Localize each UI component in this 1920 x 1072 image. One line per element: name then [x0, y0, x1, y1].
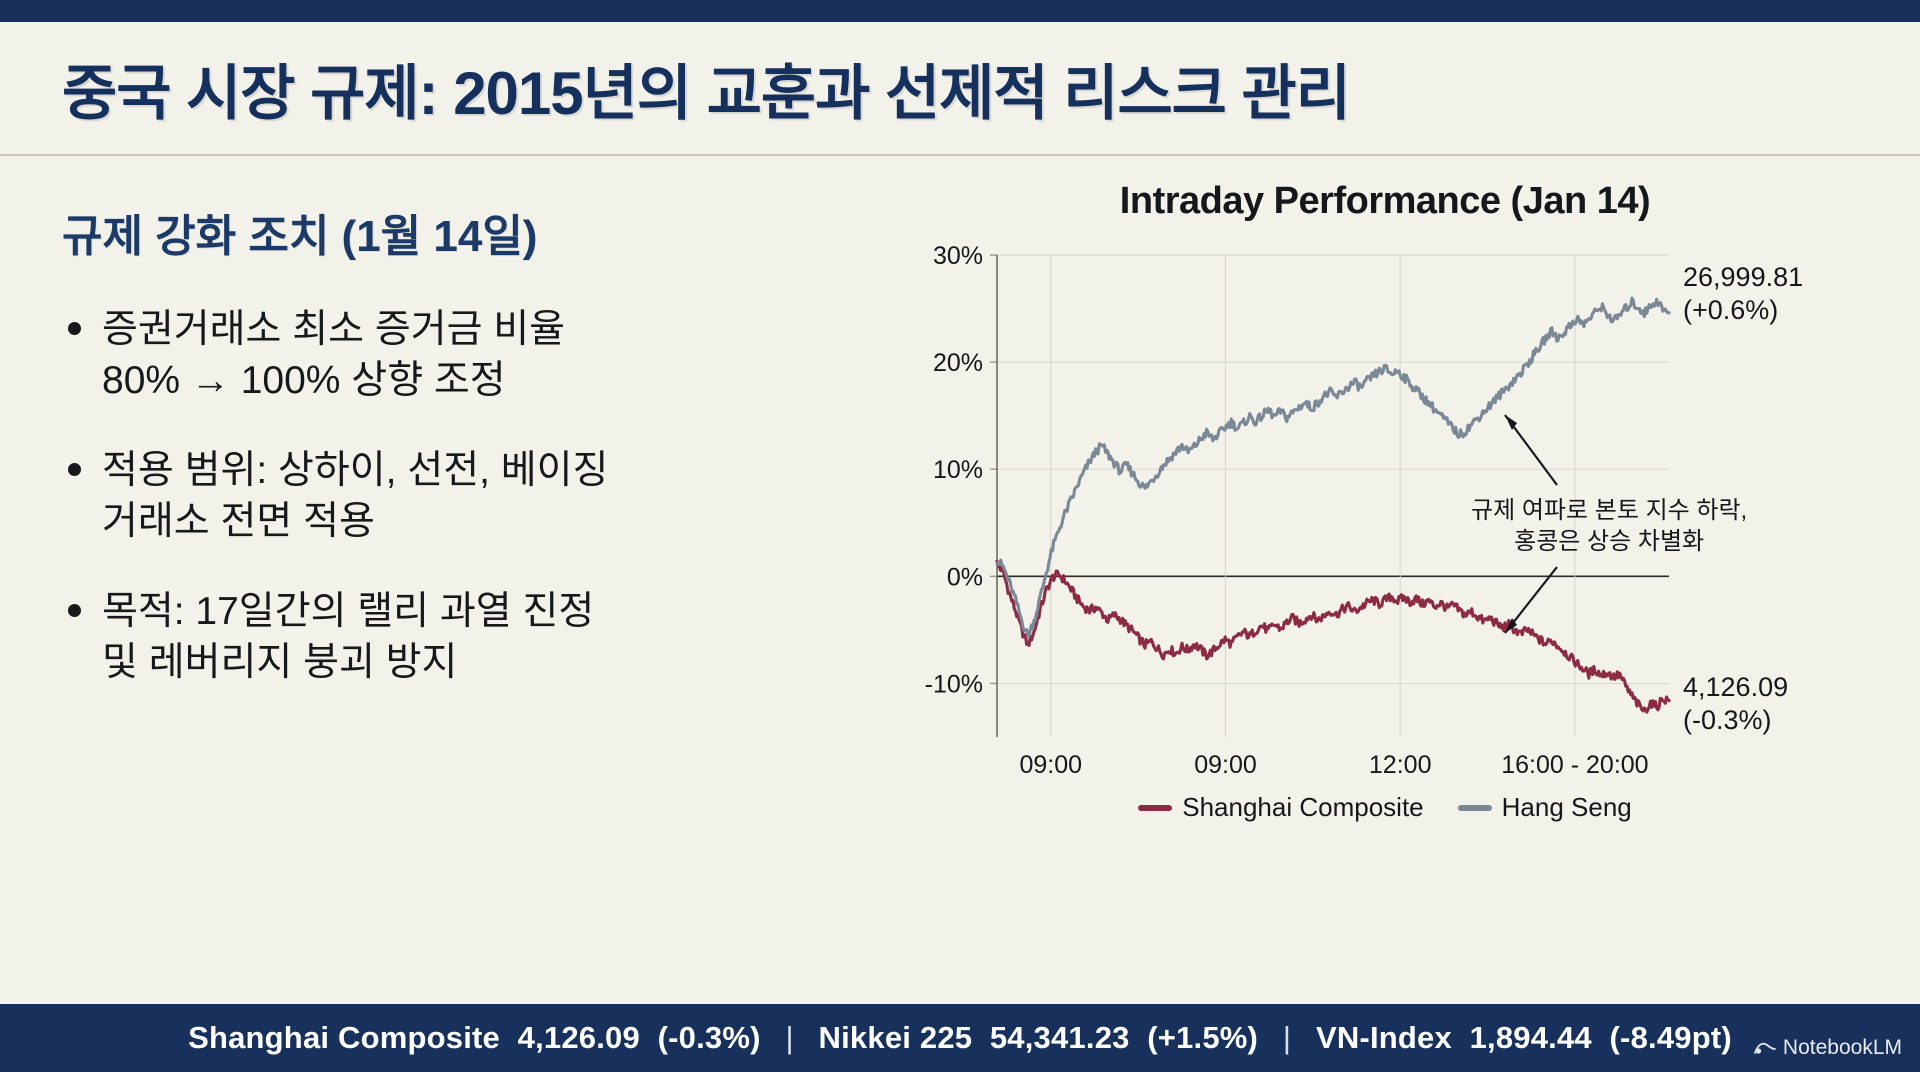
chart-panel: Intraday Performance (Jan 14) 30% 20% 10% 0…: [905, 180, 1865, 880]
bullet-dot-icon: [68, 462, 81, 476]
callout-line-1: 규제 여파로 본토 지수 하락,: [1471, 497, 1748, 524]
svg-text:30%: 30%: [933, 242, 983, 270]
slide-header: 중국 시장 규제: 2015년의 교훈과 선제적 리스크 관리: [0, 22, 1920, 156]
bottom-ticker-bar: Shanghai Composite 4,126.09 (-0.3%) | Ni…: [0, 1004, 1920, 1072]
ticker-item-value-2: 1,894.44: [1469, 1020, 1592, 1055]
hangseng-value: 26,999.81: [1683, 261, 1804, 292]
bullet-dot-icon: [68, 322, 81, 335]
left-content-column: 규제 강화 조치 (1월 14일) 증권거래소 최소 증거금 비율 80% → …: [62, 200, 722, 727]
shanghai-value: 4,126.09: [1683, 671, 1789, 702]
chart-legend: Shanghai Composite Hang Seng: [905, 792, 1865, 823]
svg-text:16:00 - 20:00: 16:00 - 20:00: [1501, 751, 1648, 779]
shanghai-end-label: 4,126.09 (-0.3%): [1683, 671, 1788, 737]
notebooklm-branding: NotebookLM: [1754, 1036, 1902, 1060]
legend-label-hangseng: Hang Seng: [1501, 792, 1632, 822]
legend-item-shanghai: Shanghai Composite: [1138, 792, 1424, 823]
hangseng-change: (+0.6%): [1683, 294, 1779, 325]
hangseng-end-label: 26,999.81 (+0.6%): [1683, 261, 1803, 327]
shanghai-change: (-0.3%): [1683, 704, 1772, 735]
ticker-separator: |: [1282, 1020, 1292, 1055]
list-item: 목적: 17일간의 랠리 과열 진정 및 레버리지 붕괴 방지: [62, 586, 722, 689]
bullet-line-2: 및 레버리지 붕괴 방지: [102, 641, 458, 685]
page-title: 중국 시장 규제: 2015년의 교훈과 선제적 리스크 관리: [62, 59, 1351, 127]
svg-text:20%: 20%: [933, 349, 983, 377]
svg-text:-10%: -10%: [925, 670, 983, 698]
bullet-line-1: 증권거래소 최소 증거금 비율: [102, 308, 566, 351]
legend-swatch-shanghai: [1138, 804, 1173, 811]
bullet-line-1: 적용 범위: 상하이, 선전, 베이징: [102, 448, 609, 492]
bullet-line-2: 80% → 100% 상향 조정: [102, 359, 506, 403]
ticker-item-change-0: (-0.3%): [657, 1020, 761, 1055]
bullet-dot-icon: [68, 603, 81, 617]
notebooklm-logo-icon: [1754, 1042, 1776, 1054]
ticker-content: Shanghai Composite 4,126.09 (-0.3%) | Ni…: [188, 1020, 1732, 1056]
section-heading: 규제 강화 조치 (1월 14일): [62, 212, 538, 261]
ticker-item-change-2: (-8.49pt): [1609, 1020, 1732, 1055]
svg-text:09:00: 09:00: [1019, 751, 1082, 779]
ticker-item-value-0: 4,126.09: [517, 1020, 640, 1055]
ticker-separator: |: [785, 1020, 794, 1055]
bullet-list: 증권거래소 최소 증거금 비율 80% → 100% 상향 조정 적용 범위: …: [62, 304, 722, 689]
ticker-item-value-1: 54,341.23: [989, 1020, 1130, 1055]
chart-callout-annotation: 규제 여파로 본토 지수 하락, 홍콩은 상승 차별화: [1471, 495, 1747, 557]
intraday-performance-line-chart: 30% 20% 10% 0% -10% 09:00 09:00 12:00 16:00 - 20…: [925, 242, 1671, 779]
legend-item-hangseng: Hang Seng: [1457, 792, 1632, 823]
top-accent-bar: [0, 0, 1920, 22]
ticker-item-name-2: VN-Index: [1315, 1020, 1452, 1055]
ticker-item-change-1: (+1.5%): [1147, 1020, 1259, 1055]
legend-swatch-hangseng: [1457, 804, 1492, 811]
svg-text:12:00: 12:00: [1369, 751, 1432, 779]
chart-plot-area: 30% 20% 10% 0% -10% 09:00 09:00 12:00 16:00 - 20…: [905, 237, 1865, 797]
svg-text:09:00: 09:00: [1194, 751, 1257, 779]
list-item: 적용 범위: 상하이, 선전, 베이징 거래소 전면 적용: [62, 445, 722, 548]
bullet-line-2: 거래소 전면 적용: [102, 500, 375, 544]
svg-text:10%: 10%: [933, 456, 983, 484]
legend-label-shanghai: Shanghai Composite: [1182, 792, 1424, 822]
notebooklm-label: NotebookLM: [1782, 1036, 1902, 1059]
ticker-item-name-0: Shanghai Composite: [188, 1020, 500, 1055]
chart-title: Intraday Performance (Jan 14): [1119, 180, 1651, 222]
bullet-line-1: 목적: 17일간의 랠리 과열 진정: [102, 589, 595, 633]
list-item: 증권거래소 최소 증거금 비율 80% → 100% 상향 조정: [62, 304, 722, 407]
ticker-item-name-1: Nikkei 225: [818, 1020, 973, 1055]
callout-line-2: 홍콩은 상승 차별화: [1514, 528, 1705, 556]
svg-text:0%: 0%: [947, 563, 983, 591]
